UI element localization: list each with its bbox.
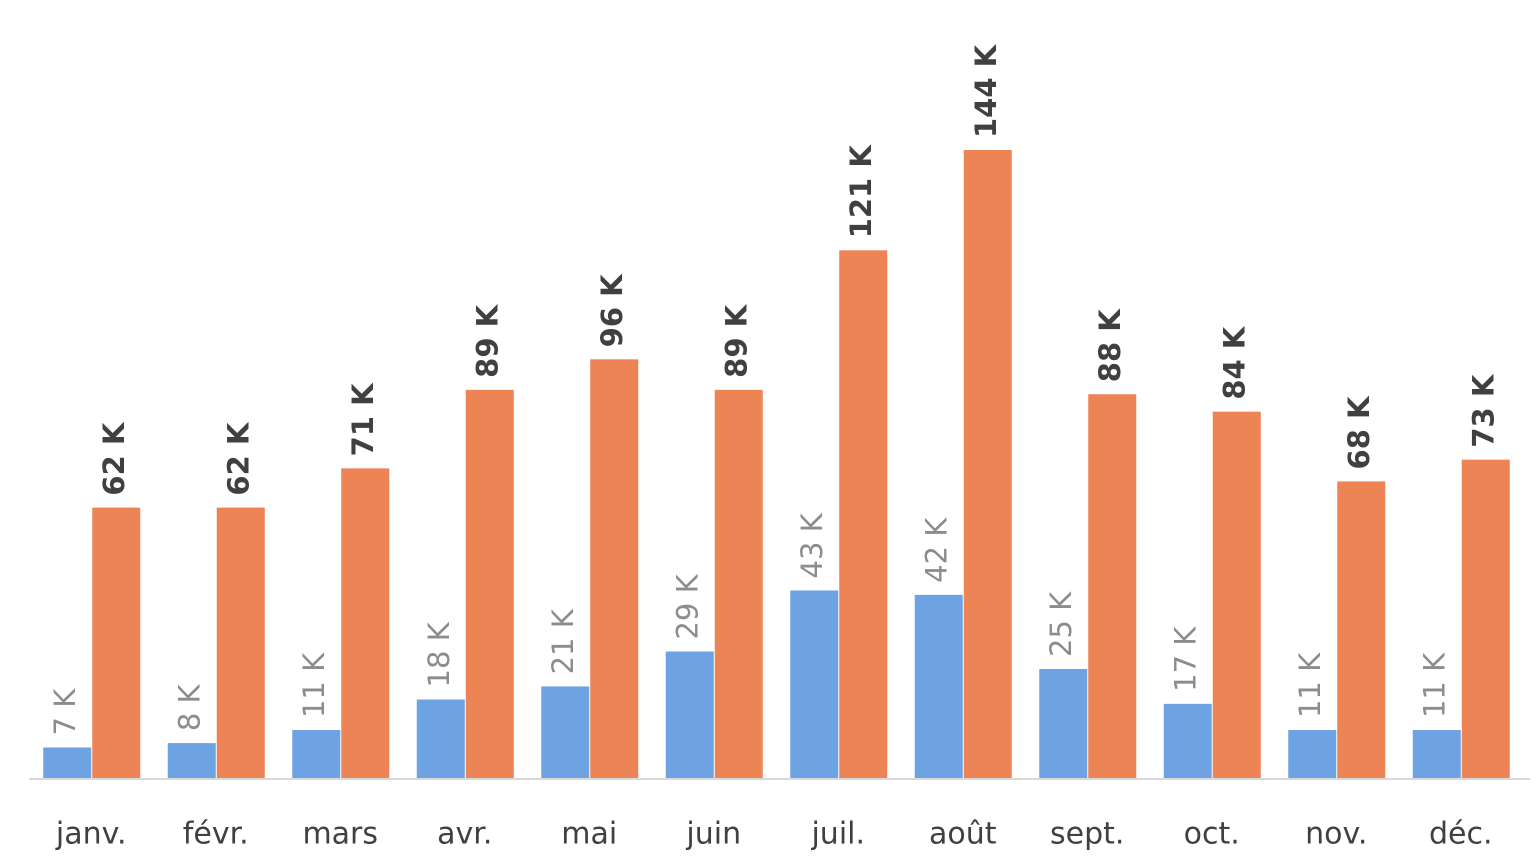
data-label: 8 K — [173, 683, 207, 731]
x-tick-label: janv. — [55, 817, 127, 852]
bar — [1039, 668, 1088, 778]
x-tick-label: avr. — [437, 817, 492, 852]
data-label: 7 K — [48, 688, 82, 736]
data-label: 29 K — [671, 573, 705, 639]
x-tick-label: sept. — [1050, 817, 1124, 852]
data-label: 25 K — [1044, 591, 1078, 657]
bar — [1412, 730, 1461, 778]
x-tick-label: déc. — [1429, 817, 1493, 852]
data-label: 62 K — [97, 421, 131, 495]
bar — [590, 359, 639, 778]
bar — [790, 590, 839, 778]
bar — [465, 389, 514, 778]
data-label: 96 K — [595, 273, 629, 347]
data-label: 21 K — [546, 608, 580, 674]
data-label: 11 K — [1418, 652, 1452, 718]
bar — [714, 389, 763, 778]
data-label: 88 K — [1093, 308, 1127, 382]
bar — [1337, 481, 1386, 778]
data-label: 121 K — [844, 144, 878, 239]
bar — [541, 686, 590, 778]
data-label: 17 K — [1169, 626, 1203, 692]
x-tick-label: août — [929, 817, 997, 852]
x-tick-label: févr. — [183, 817, 249, 852]
x-tick-label: nov. — [1305, 817, 1367, 852]
bar — [292, 730, 341, 778]
bar — [1088, 394, 1137, 778]
x-tick-label: mars — [302, 817, 378, 852]
data-label: 42 K — [920, 517, 954, 583]
bar — [216, 507, 265, 778]
bar — [963, 150, 1012, 778]
data-label: 11 K — [1293, 652, 1327, 718]
bar — [43, 747, 92, 778]
bar — [1163, 703, 1212, 778]
data-label: 18 K — [422, 621, 456, 687]
bar — [341, 468, 390, 778]
data-label: 62 K — [222, 421, 256, 495]
bar — [1212, 411, 1261, 778]
data-label: 84 K — [1218, 325, 1252, 399]
data-label: 71 K — [346, 382, 380, 456]
x-tick-label: juin — [685, 817, 741, 852]
data-label: 73 K — [1467, 373, 1501, 447]
data-label: 43 K — [795, 512, 829, 578]
data-label: 11 K — [297, 652, 331, 718]
data-label: 89 K — [471, 303, 505, 377]
bar — [167, 743, 216, 778]
data-label: 144 K — [969, 43, 1003, 138]
bar — [1288, 730, 1337, 778]
data-label: 68 K — [1342, 395, 1376, 469]
bar — [914, 594, 963, 778]
bar — [665, 651, 714, 778]
x-tick-label: mai — [561, 817, 617, 852]
x-tick-label: juil. — [810, 817, 865, 852]
bar — [416, 699, 465, 778]
bar — [839, 250, 888, 779]
data-label: 89 K — [720, 303, 754, 377]
bar — [92, 507, 141, 778]
x-tick-label: oct. — [1184, 817, 1240, 852]
bar — [1461, 459, 1510, 778]
